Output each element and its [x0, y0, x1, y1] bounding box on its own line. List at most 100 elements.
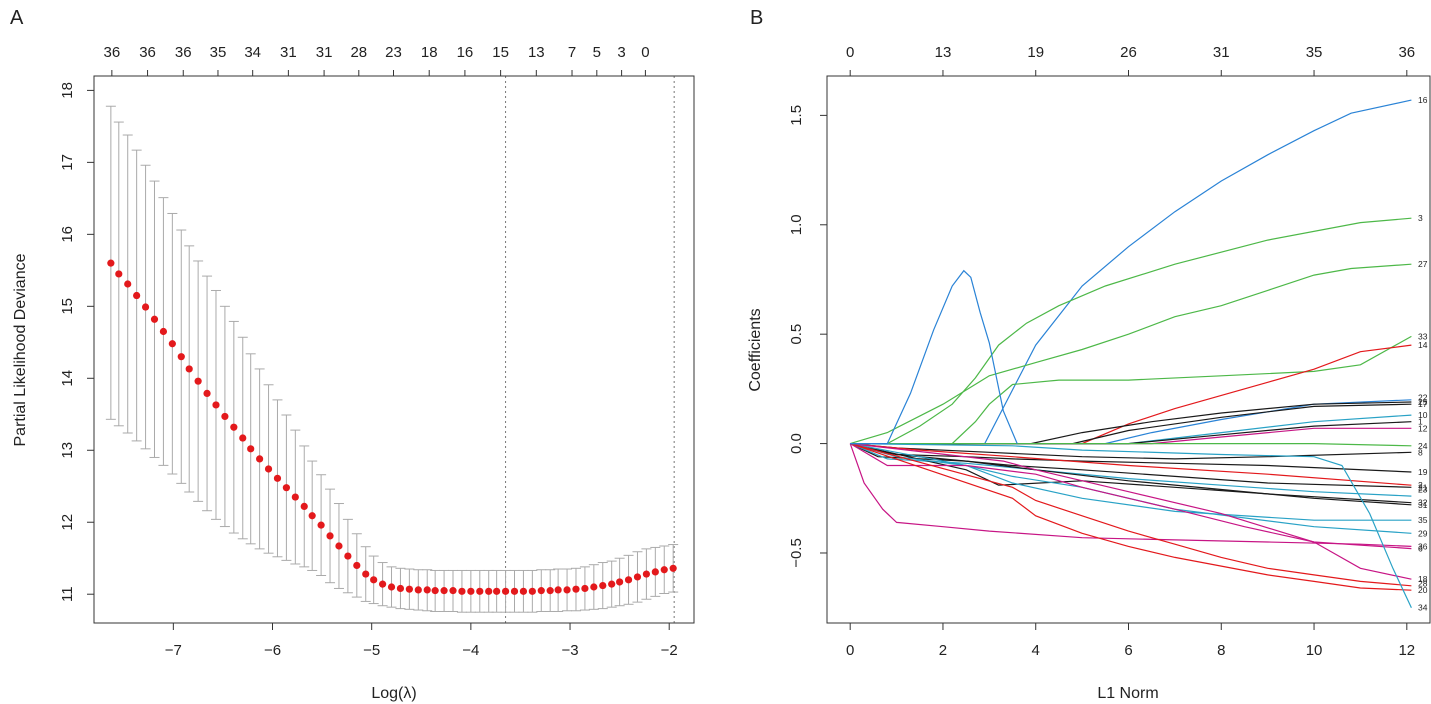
panel-b-end-label-17: 32 — [1418, 498, 1428, 508]
panel-a-reference-lines — [505, 76, 675, 623]
panel-b-top-tick-label-2: 19 — [1027, 44, 1044, 61]
panel-a-point-19 — [273, 474, 282, 482]
panel-a-point-2 — [124, 280, 132, 288]
panel-b-path-10 — [850, 414, 1412, 445]
panel-a-point-8 — [177, 353, 185, 361]
panel-a-point-30 — [370, 576, 378, 584]
panel-a-point-49 — [537, 587, 545, 595]
panel-b-path-6 — [849, 443, 1412, 550]
panel-a-y-axis: 11 12 13 14 15 16 17 18 — [59, 82, 94, 602]
panel-a-top-tick-label-8: 23 — [385, 44, 402, 61]
panel-b-x-tick-label-2: 4 — [1032, 642, 1040, 659]
panel-b-x-tick-label-3: 6 — [1124, 642, 1132, 659]
panel-a-point-23 — [308, 512, 316, 520]
panel-b-path-14 — [850, 344, 1412, 445]
panel-a-point-20 — [282, 484, 290, 492]
panel-a-point-63 — [660, 566, 668, 574]
panel-a-point-32 — [387, 583, 396, 591]
panel-a-point-4 — [141, 303, 150, 311]
panel-b-path-24 — [850, 443, 1412, 447]
panel-b-path-23 — [849, 443, 1412, 497]
panel-b-end-label-14: 2 — [1418, 480, 1423, 490]
panel-b-path-18 — [850, 443, 1412, 580]
panel-a-point-31 — [378, 580, 387, 588]
panel-b-end-label-26: 34 — [1418, 603, 1428, 613]
panel-a-x-tick-label-3: −4 — [462, 642, 479, 659]
panel-b-label: B — [750, 7, 763, 29]
panel-a-top-tick-label-1: 36 — [139, 44, 156, 61]
panel-a-top-tick-label-15: 3 — [617, 44, 625, 61]
panel-a-point-39 — [449, 587, 457, 595]
panel-a-chart: −7 −6 −5 −4 −3 −2 11 12 13 14 15 16 17 18 36 36 36 35 34… — [12, 44, 695, 702]
panel-b-x-tick-label-1: 2 — [939, 642, 947, 659]
panel-a-top-tick-label-5: 31 — [280, 44, 297, 61]
panel-b-end-label-10: 1 — [1418, 417, 1423, 427]
panel-b-path-27 — [850, 263, 1412, 445]
panel-b-end-label-6: 25 — [1418, 397, 1428, 407]
panel-a-x-tick-label-5: −2 — [661, 642, 678, 659]
panel-a-point-10 — [194, 377, 202, 385]
panel-b-path-34 — [850, 443, 1412, 608]
panel-b-end-label-25: 20 — [1418, 585, 1428, 595]
panel-a-top-tick-label-9: 18 — [421, 44, 438, 61]
panel-b-y-tick-label-4: 1.5 — [788, 105, 805, 126]
panel-b-path-2 — [850, 443, 1412, 486]
panel-b-top-tick-label-3: 26 — [1120, 44, 1137, 61]
panel-a-point-38 — [440, 587, 448, 595]
panel-a-x-tick-label-1: −6 — [264, 642, 281, 659]
panel-a-point-59 — [624, 576, 633, 584]
panel-b-path-3 — [850, 217, 1412, 445]
panel-a-point-64 — [669, 564, 677, 572]
panel-a-point-24 — [317, 521, 325, 529]
panel-a-point-16 — [247, 445, 255, 453]
panel-a-point-60 — [633, 573, 642, 581]
panel-b-end-label-12: 8 — [1418, 447, 1423, 457]
panel-b-x-tick-label-5: 10 — [1306, 642, 1323, 659]
panel-b-y-axis: −0.5 0.0 0.5 1.0 1.5 — [788, 105, 827, 568]
panel-a-point-57 — [608, 580, 616, 588]
panel-b-top-tick-label-1: 13 — [935, 44, 952, 61]
panel-a-point-54 — [581, 584, 589, 593]
panel-b-top-tick-label-5: 35 — [1306, 44, 1323, 61]
panel-b-end-label-22: 6 — [1418, 544, 1423, 554]
panel-a-point-27 — [344, 552, 352, 560]
panel-a-point-13 — [221, 412, 229, 421]
panel-a-y-tick-label-0: 11 — [59, 586, 76, 602]
panel-a-top-tick-label-11: 15 — [492, 44, 509, 61]
panel-b-end-label-7: 17 — [1418, 399, 1428, 409]
panel-a-point-3 — [133, 291, 141, 300]
panel-b-top-tick-label-4: 31 — [1213, 44, 1230, 61]
panel-a-x-tick-label-2: −5 — [363, 642, 380, 659]
panel-b-y-axis-label: Coefficients — [747, 308, 764, 391]
panel-b-end-label-8: 10 — [1418, 410, 1428, 420]
panel-b-end-label-15: 21 — [1418, 482, 1428, 492]
panel-a-point-58 — [616, 578, 624, 586]
panel-a-top-tick-label-13: 7 — [568, 44, 576, 61]
panel-a-y-tick-label-5: 16 — [59, 226, 76, 243]
panel-a-top-tick-label-14: 5 — [593, 44, 601, 61]
panel-b-chart: 1632733142225171012124819221233231352936… — [747, 44, 1431, 702]
panel-a-points — [107, 259, 677, 595]
panel-b-end-label-9: 12 — [1418, 423, 1428, 433]
panel-b-end-label-24: 28 — [1418, 579, 1428, 589]
panel-a-x-tick-label-4: −3 — [561, 642, 578, 659]
panel-b-end-label-23: 18 — [1418, 574, 1428, 584]
panel-b-end-label-21: 36 — [1418, 541, 1428, 551]
panel-b-path-35 — [850, 443, 1412, 521]
panel-b-y-tick-label-2: 0.5 — [788, 324, 805, 345]
panel-a-top-tick-label-10: 16 — [457, 44, 474, 61]
panel-a-x-axis-label: Log(λ) — [371, 685, 416, 702]
panel-b-x-tick-label-0: 0 — [846, 642, 854, 659]
panel-a-point-55 — [590, 583, 598, 591]
panel-a-point-52 — [563, 586, 571, 594]
panel-b-end-label-0: 16 — [1418, 95, 1428, 105]
panel-a-top-tick-label-7: 28 — [350, 44, 367, 61]
panel-b-end-label-18: 31 — [1418, 500, 1428, 510]
panel-a-point-6 — [159, 327, 168, 336]
panel-a-label: A — [10, 7, 24, 29]
panel-b-path-36 — [849, 443, 1412, 547]
panel-b-path-32 — [850, 443, 1412, 506]
panel-b-path-28 — [850, 443, 1412, 587]
panel-b-plot-frame — [826, 75, 1431, 624]
